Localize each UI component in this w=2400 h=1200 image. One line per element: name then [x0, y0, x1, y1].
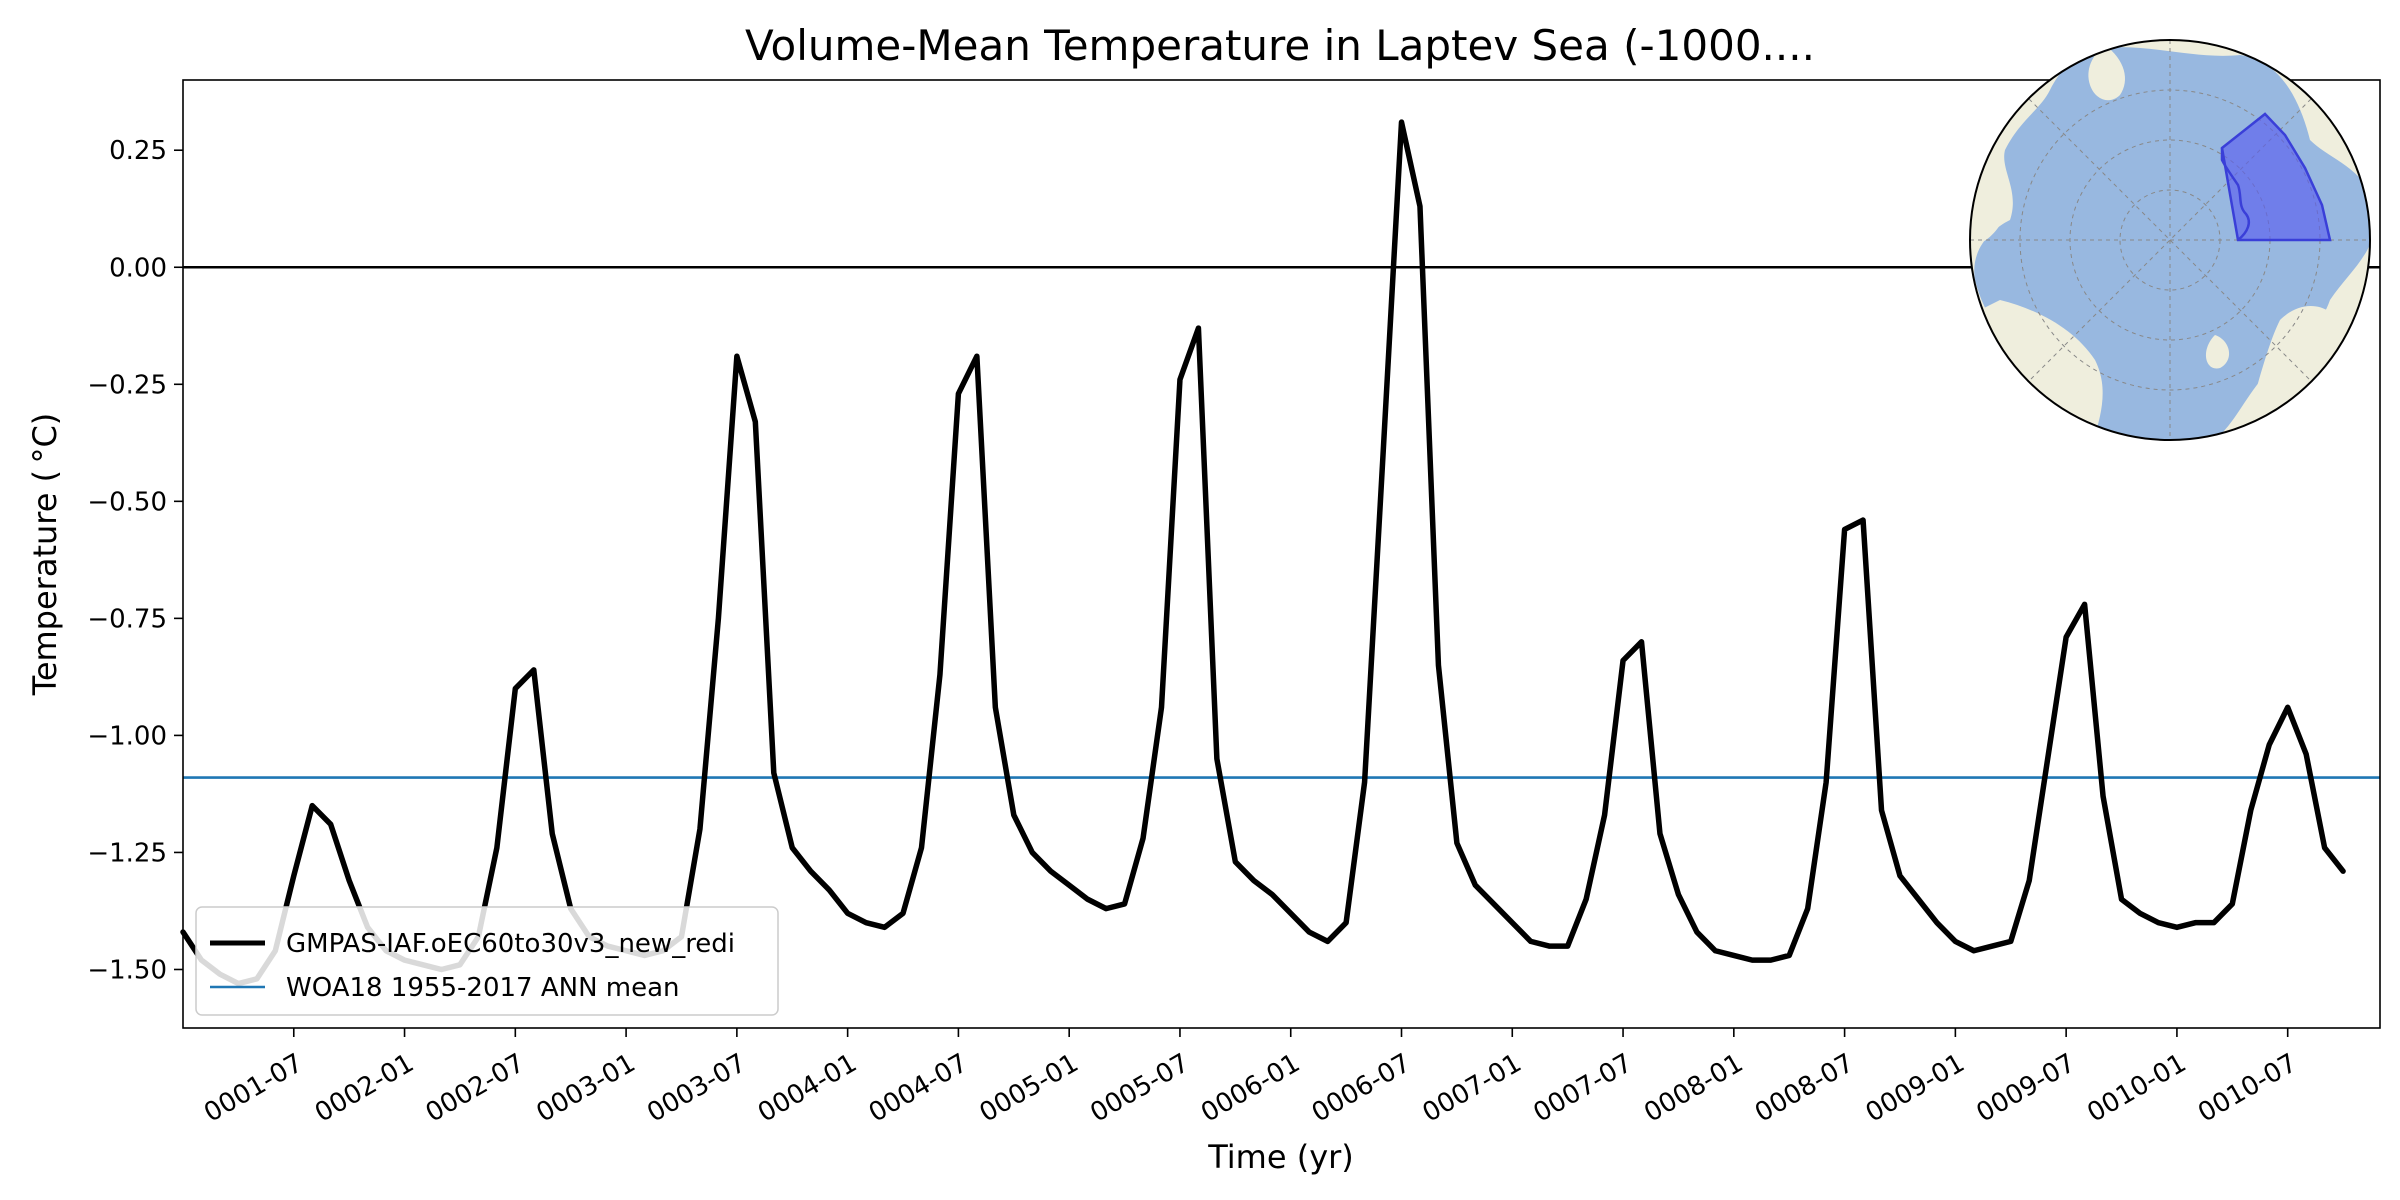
legend-label-model: GMPAS-IAF.oEC60to30v3_new_redi [286, 929, 735, 959]
map-border [1969, 39, 2371, 441]
y-tick-label: 0.00 [109, 253, 167, 283]
map-laptev-region [2220, 112, 2332, 242]
y-axis: 0.25 0.00 −0.25 −0.50 −0.75 −1.00 −1.25 −1.50 [87, 136, 183, 985]
y-axis-label: Temperature ( °C) [26, 413, 64, 697]
y-tick-label: −1.00 [87, 721, 167, 751]
x-axis-label: Time (yr) [1207, 1138, 1354, 1176]
map-landmass-north [2088, 45, 2125, 101]
y-tick-label: −0.25 [87, 370, 167, 400]
legend-label-obs: WOA18 1955-2017 ANN mean [286, 973, 680, 1003]
map-landmass-island [2205, 335, 2230, 369]
plot-frame [182, 79, 2381, 1029]
legend: GMPAS-IAF.oEC60to30v3_new_redi WOA18 195… [195, 906, 779, 1016]
map-laptev-coast [2220, 148, 2250, 241]
inset-map [1969, 39, 2371, 441]
chart-title: Volume-Mean Temperature in Laptev Sea (-… [745, 21, 1815, 70]
legend-box [195, 906, 779, 1016]
y-tick-label: −1.25 [87, 838, 167, 868]
y-tick-label: −1.50 [87, 955, 167, 985]
y-tick-label: −0.75 [87, 604, 167, 634]
y-tick-label: −0.50 [87, 487, 167, 517]
y-tick-label: 0.25 [109, 136, 167, 166]
series-line-gmpas-model [180, 119, 2346, 987]
